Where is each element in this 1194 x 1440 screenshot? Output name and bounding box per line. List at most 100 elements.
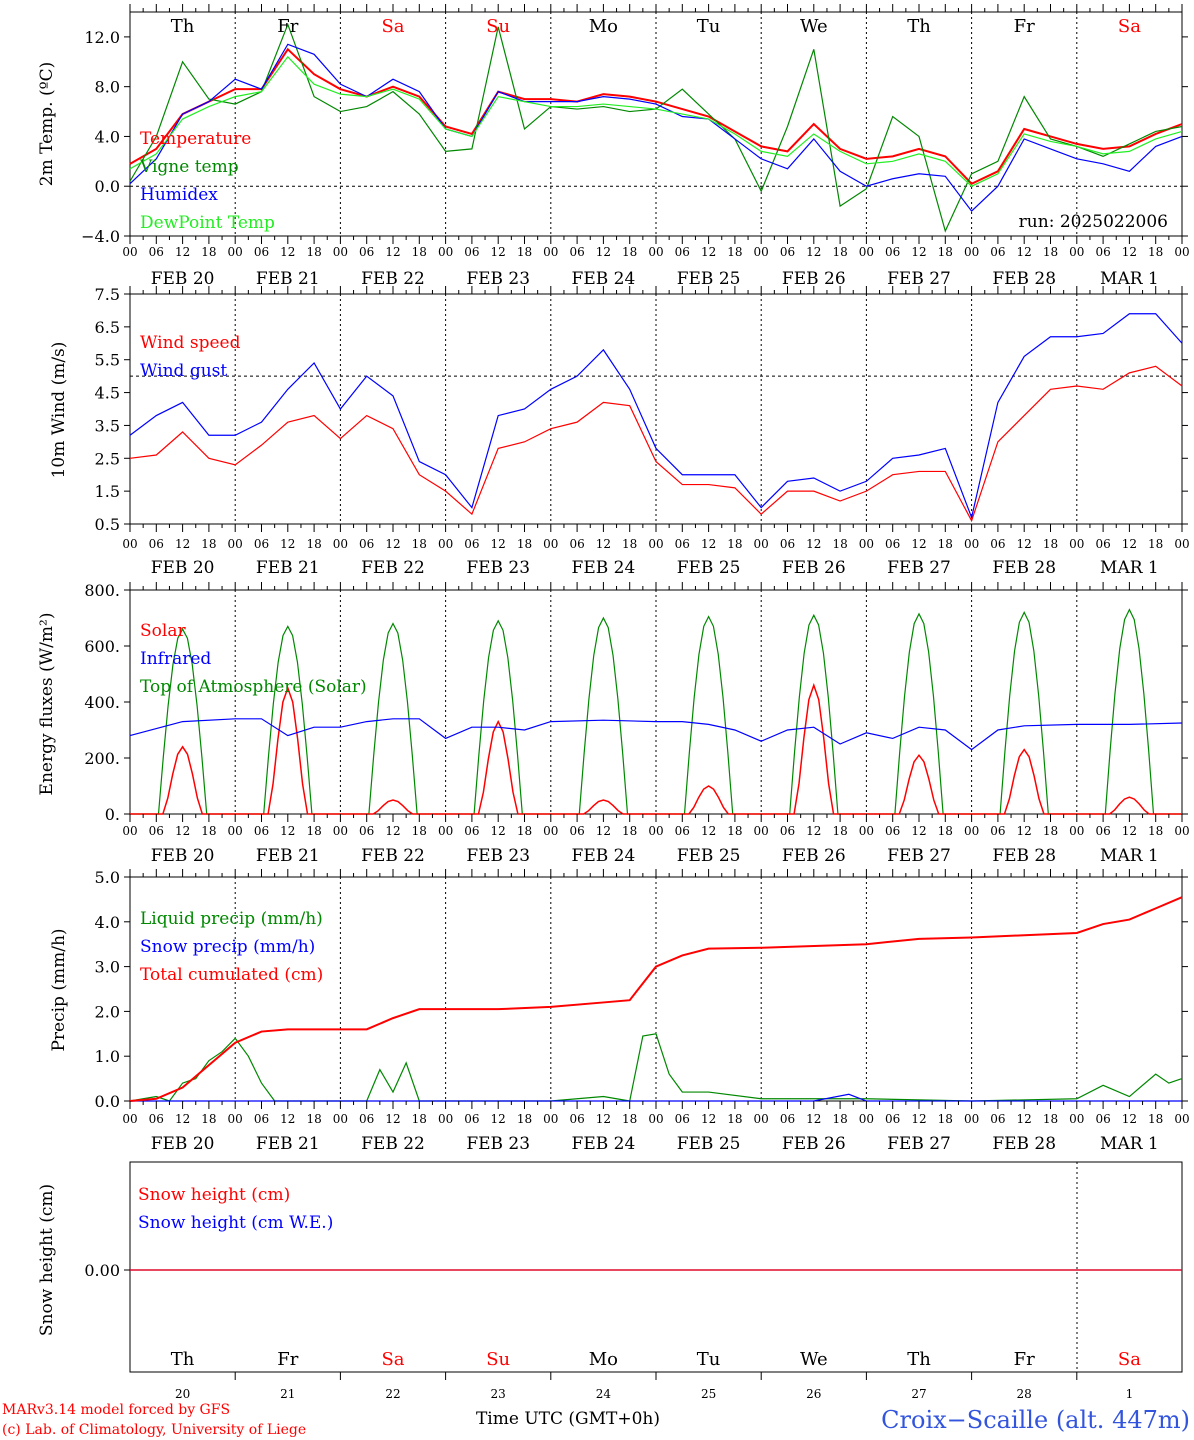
y-tick-label: 200. bbox=[84, 749, 120, 768]
precip-x-ticks: 00 06 12 18 00 06 12 18 00 06 12 18 00 06 12 18 00 06 12 18… bbox=[122, 869, 1190, 1154]
hour-tick-label: 00 bbox=[1069, 824, 1084, 838]
hour-tick-label: 00 bbox=[1069, 245, 1084, 259]
hour-tick-label: 12 bbox=[491, 245, 506, 259]
date-label: FEB 27 bbox=[887, 269, 951, 289]
hour-tick-label: 06 bbox=[464, 824, 479, 838]
y-tick-label: 4.0 bbox=[95, 127, 120, 146]
legend-infrared: Infrared bbox=[140, 649, 211, 669]
legend-wind-gust: Wind gust bbox=[140, 361, 227, 381]
hour-tick-label: 06 bbox=[359, 1112, 374, 1126]
hour-tick-label: 18 bbox=[622, 245, 637, 259]
day-label: Th bbox=[171, 16, 195, 37]
panel-temperature: −4.0 0.0 4.0 8.0 12.0 00 06 12 18 00 06 12 18 00 06 12… bbox=[37, 4, 1190, 289]
day-label: Fr bbox=[277, 1349, 298, 1370]
hour-tick-label: 18 bbox=[832, 824, 847, 838]
hour-tick-label: 06 bbox=[254, 1112, 269, 1126]
hour-tick-label: 00 bbox=[754, 245, 769, 259]
wind-series bbox=[129, 313, 1183, 523]
hour-tick-label: 06 bbox=[990, 245, 1005, 259]
date-label: FEB 20 bbox=[151, 1134, 215, 1154]
hour-tick-label: 06 bbox=[254, 824, 269, 838]
day-label: Fr bbox=[1014, 16, 1035, 37]
hour-tick-label: 12 bbox=[596, 245, 611, 259]
panel-snow: 0.00 Th Fr Sa Su Mo Tu We Th Fr Sa 20 21 22 23 24 25 26… bbox=[37, 1161, 1183, 1401]
day-number: 23 bbox=[491, 1387, 506, 1401]
hour-tick-label: 12 bbox=[491, 537, 506, 551]
run-label: run: 2025022006 bbox=[1019, 212, 1168, 232]
hour-tick-label: 12 bbox=[491, 824, 506, 838]
hour-tick-label: 12 bbox=[491, 1112, 506, 1126]
date-label: FEB 23 bbox=[466, 1134, 530, 1154]
hour-tick-label: 06 bbox=[569, 245, 584, 259]
date-label: FEB 21 bbox=[256, 846, 320, 866]
date-label: FEB 22 bbox=[361, 558, 425, 578]
date-label: FEB 23 bbox=[466, 558, 530, 578]
hour-tick-label: 12 bbox=[701, 245, 716, 259]
y-tick-label: 12.0 bbox=[84, 28, 120, 47]
y-tick-label: 0. bbox=[105, 805, 120, 824]
y-tick-label: 3.5 bbox=[95, 416, 120, 435]
hour-tick-label: 12 bbox=[911, 537, 926, 551]
hour-tick-label: 00 bbox=[333, 245, 348, 259]
date-label: FEB 27 bbox=[887, 558, 951, 578]
legend-snow-precip: Snow precip (mm/h) bbox=[140, 937, 315, 957]
date-label: FEB 24 bbox=[572, 558, 636, 578]
legend-total-cumulated: Total cumulated (cm) bbox=[140, 965, 323, 985]
hour-tick-label: 12 bbox=[1017, 537, 1032, 551]
legend-dewpoint-temp: DewPoint Temp bbox=[140, 213, 275, 233]
hour-tick-label: 00 bbox=[122, 824, 137, 838]
hour-tick-label: 00 bbox=[859, 1112, 874, 1126]
hour-tick-label: 00 bbox=[1069, 537, 1084, 551]
y-tick-label: 1.5 bbox=[95, 482, 120, 501]
hour-tick-label: 18 bbox=[412, 245, 427, 259]
hour-tick-label: 00 bbox=[964, 245, 979, 259]
date-label: FEB 25 bbox=[677, 558, 741, 578]
series-line-humidex bbox=[129, 43, 1183, 213]
day-label: Mo bbox=[589, 1349, 618, 1370]
date-label: FEB 23 bbox=[466, 269, 530, 289]
hour-tick-label: 18 bbox=[938, 1112, 953, 1126]
hour-tick-label: 00 bbox=[754, 537, 769, 551]
hour-tick-label: 06 bbox=[464, 245, 479, 259]
hour-tick-label: 06 bbox=[990, 537, 1005, 551]
y-tick-label: 8.0 bbox=[95, 78, 120, 97]
hour-tick-label: 12 bbox=[806, 245, 821, 259]
hour-tick-label: 12 bbox=[701, 1112, 716, 1126]
y-tick-label: 2.0 bbox=[95, 1002, 120, 1021]
energy-y-ticks: 0. 200. 400. 600. 800. bbox=[84, 581, 1188, 824]
hour-tick-label: 06 bbox=[1095, 824, 1110, 838]
hour-tick-label: 18 bbox=[1043, 537, 1058, 551]
energy-x-ticks: 00 06 12 18 00 06 12 18 00 06 12 18 00 06 12 18 00 06 12 18… bbox=[122, 582, 1190, 866]
hour-tick-label: 06 bbox=[1095, 1112, 1110, 1126]
hour-tick-label: 06 bbox=[569, 824, 584, 838]
legend-solar: Solar bbox=[140, 621, 186, 641]
y-tick-label: 0.0 bbox=[95, 177, 120, 196]
hour-tick-label: 18 bbox=[412, 1112, 427, 1126]
hour-tick-label: 18 bbox=[517, 245, 532, 259]
series-line-infrared bbox=[129, 718, 1183, 751]
legend-snow-height: Snow height (cm) bbox=[138, 1185, 290, 1205]
snow-y-ticks: 0.00 bbox=[84, 1261, 130, 1280]
hour-tick-label: 00 bbox=[543, 1112, 558, 1126]
hour-tick-label: 00 bbox=[438, 537, 453, 551]
date-label: MAR 1 bbox=[1100, 269, 1159, 289]
station-name: Croix−Scaille (alt. 447m) bbox=[881, 1406, 1190, 1434]
hour-tick-label: 12 bbox=[175, 824, 190, 838]
temp-x-ticks: 00 06 12 18 00 06 12 18 00 06 12 18 00 06 12 18 00 06 12 18… bbox=[122, 4, 1190, 289]
date-label: FEB 22 bbox=[361, 846, 425, 866]
hour-tick-label: 00 bbox=[648, 1112, 663, 1126]
wind-y-axis-label: 10m Wind (m/s) bbox=[49, 342, 69, 479]
date-label: FEB 23 bbox=[466, 846, 530, 866]
panel-precip: 0.0 1.0 2.0 3.0 4.0 5.0 00 06 12 18 00 06 12 18 00 06 1… bbox=[49, 868, 1190, 1154]
day-label: Fr bbox=[277, 16, 298, 37]
hour-tick-label: 12 bbox=[175, 537, 190, 551]
hour-tick-label: 00 bbox=[228, 537, 243, 551]
date-label: FEB 22 bbox=[361, 1134, 425, 1154]
day-label: Sa bbox=[1118, 16, 1141, 37]
hour-tick-label: 00 bbox=[438, 824, 453, 838]
y-tick-label: −4.0 bbox=[81, 227, 120, 246]
day-label: We bbox=[800, 1349, 828, 1370]
hour-tick-label: 12 bbox=[1122, 245, 1137, 259]
y-tick-label: 4.0 bbox=[95, 913, 120, 932]
